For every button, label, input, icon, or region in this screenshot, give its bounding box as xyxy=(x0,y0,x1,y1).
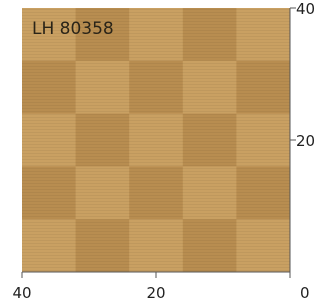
texture-grain xyxy=(22,8,290,272)
bottom-scale-label: 20 xyxy=(146,284,165,302)
right-scale-label: 40 xyxy=(296,0,315,18)
product-code: LH 80358 xyxy=(32,19,114,39)
bottom-scale-label: 0 xyxy=(300,284,310,302)
bottom-scale-label: 40 xyxy=(12,284,31,302)
right-scale-label: 20 xyxy=(296,132,315,150)
swatch-figure: LH 80358 40 20 0 40 20 xyxy=(0,0,319,308)
